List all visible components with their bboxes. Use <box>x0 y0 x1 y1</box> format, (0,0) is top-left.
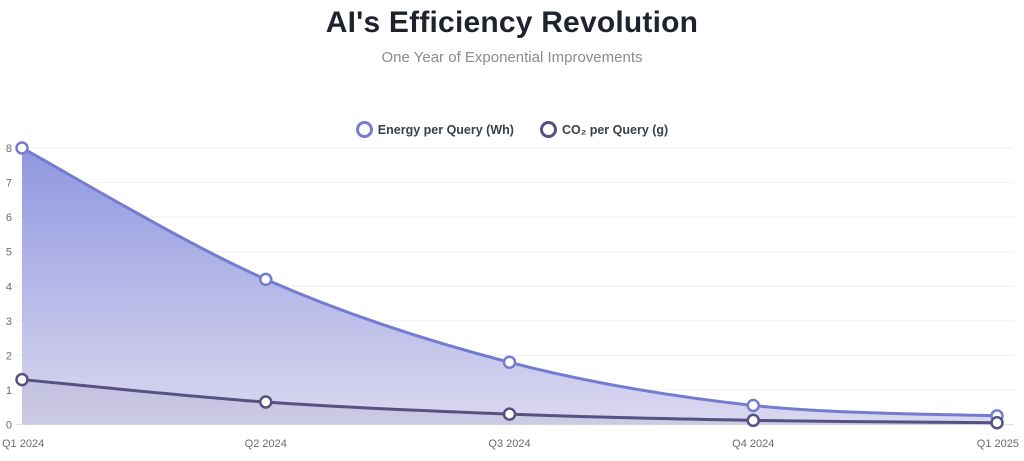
svg-text:Q4 2024: Q4 2024 <box>732 438 774 450</box>
svg-text:5: 5 <box>6 247 12 259</box>
svg-text:8: 8 <box>6 143 12 155</box>
svg-text:Q3 2024: Q3 2024 <box>488 438 530 450</box>
svg-text:4: 4 <box>6 281 12 293</box>
svg-text:6: 6 <box>6 212 12 224</box>
co2-series-marker-icon <box>539 121 557 138</box>
svg-text:Q1 2025: Q1 2025 <box>977 438 1019 450</box>
legend-item-energy[interactable]: Energy per Query (Wh) <box>355 121 514 138</box>
svg-text:0: 0 <box>6 420 12 432</box>
chart-header: AI's Efficiency Revolution One Year of E… <box>0 6 1024 66</box>
svg-text:3: 3 <box>6 316 12 328</box>
svg-text:7: 7 <box>6 178 12 190</box>
svg-text:Q1 2024: Q1 2024 <box>2 438 44 450</box>
chart-legend: Energy per Query (Wh) CO₂ per Query (g) <box>0 121 1024 138</box>
legend-item-co2[interactable]: CO₂ per Query (g) <box>539 121 669 138</box>
chart-subtitle: One Year of Exponential Improvements <box>381 49 643 66</box>
energy-series-marker-icon <box>355 121 373 138</box>
legend-label-energy: Energy per Query (Wh) <box>377 122 514 137</box>
svg-text:Q2 2024: Q2 2024 <box>245 438 287 450</box>
chart-title: AI's Efficiency Revolution <box>325 6 699 39</box>
svg-text:2: 2 <box>6 350 12 362</box>
legend-label-co2: CO₂ per Query (g) <box>561 122 669 137</box>
svg-text:1: 1 <box>6 385 12 397</box>
